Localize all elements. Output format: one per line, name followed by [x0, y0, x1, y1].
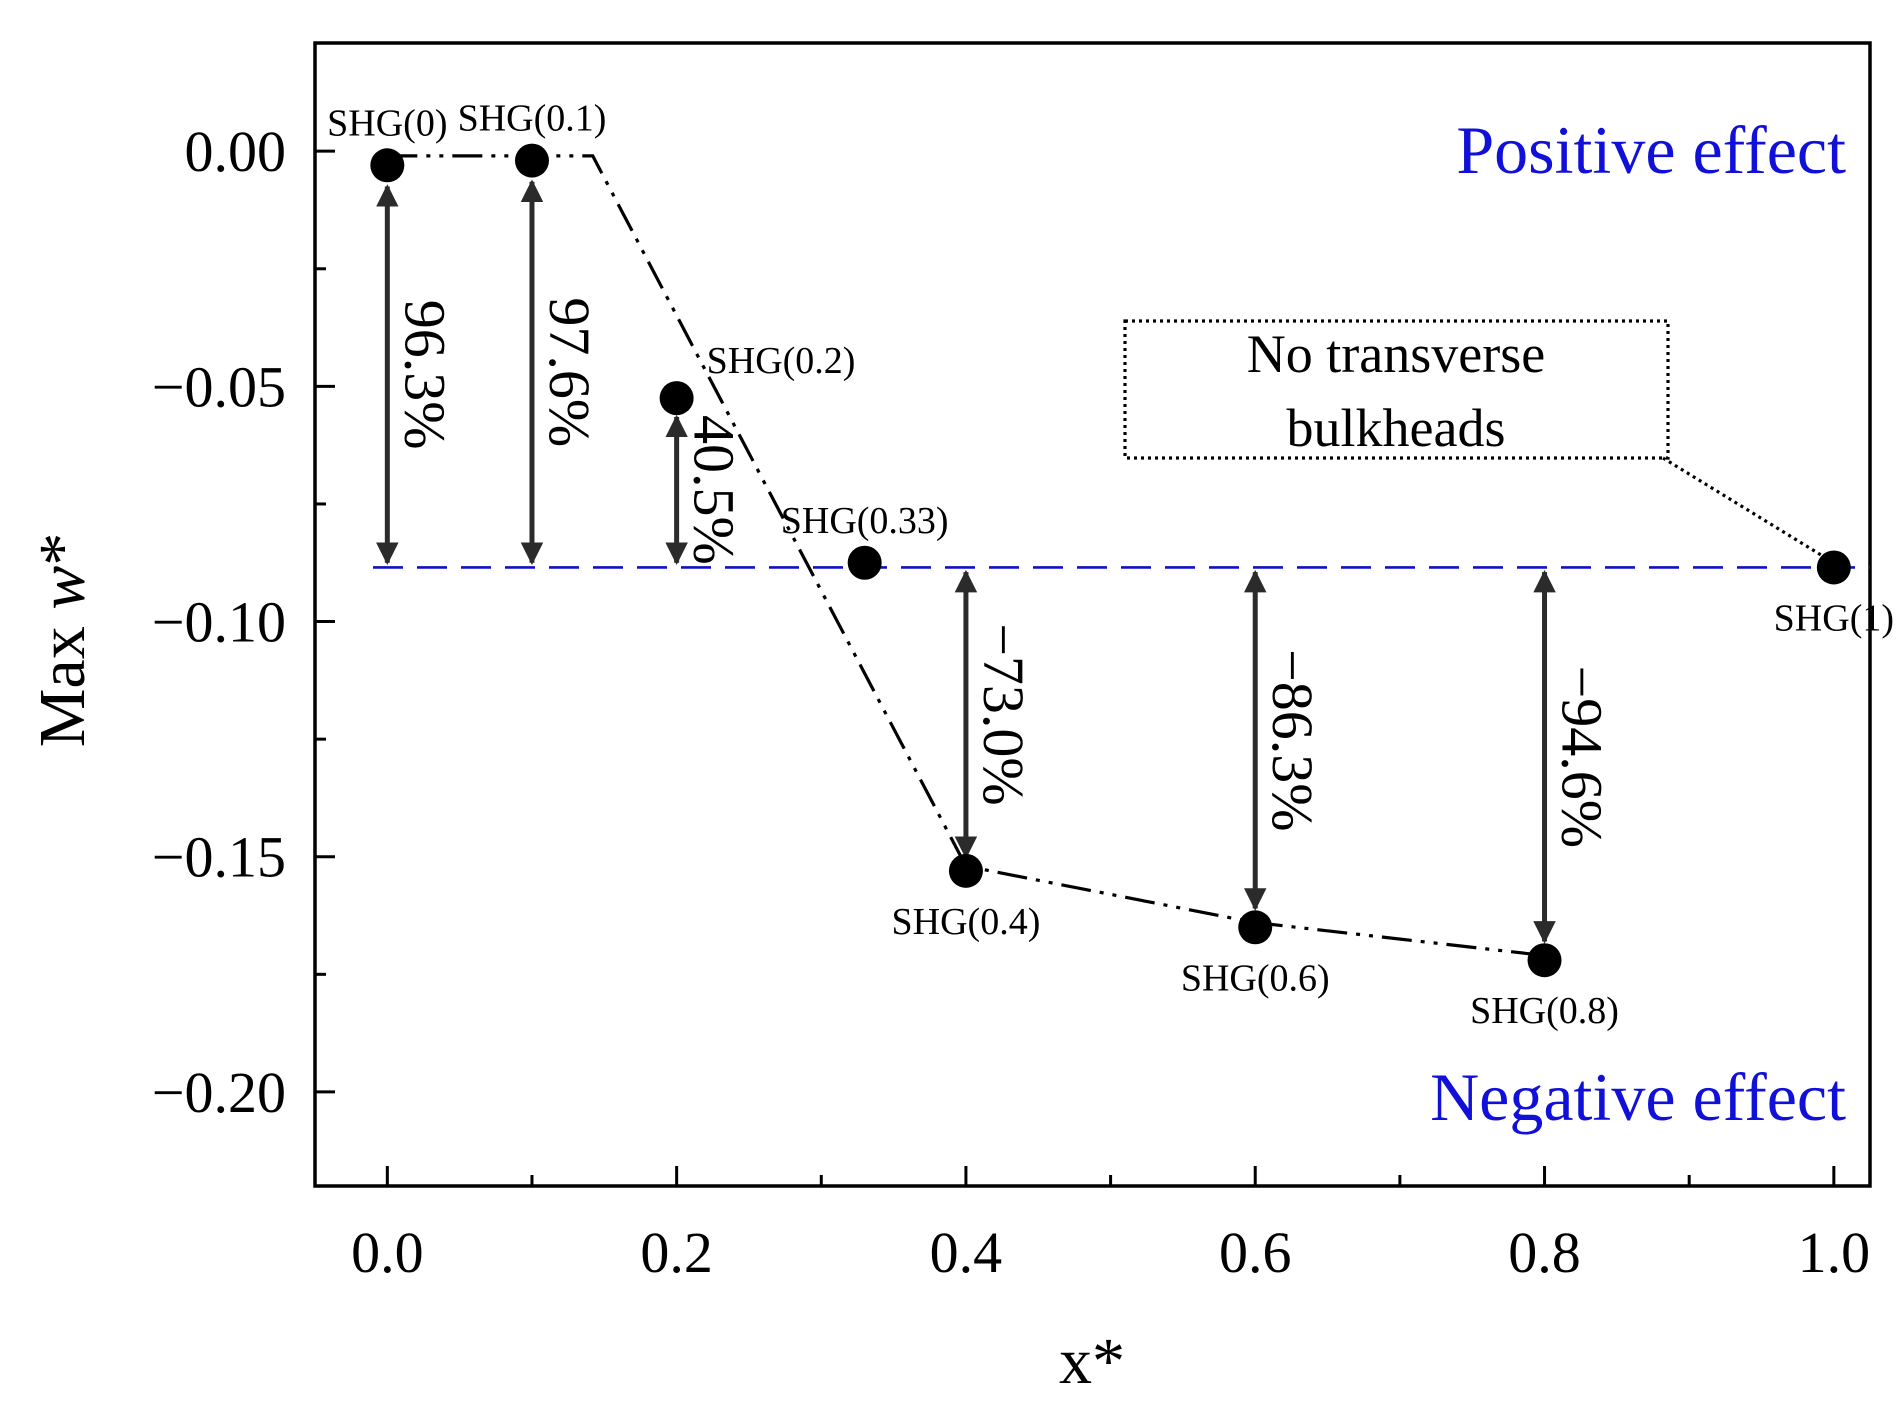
negative-effect-label: Negative effect	[1430, 1059, 1846, 1135]
y-tick-label-2: −0.10	[152, 590, 286, 655]
y-axis-title-suffix: *	[26, 533, 99, 566]
point-label-1: SHG(0.1)	[458, 98, 607, 140]
tick-marks	[315, 149, 1836, 1186]
x-tick-label-3: 0.6	[1219, 1220, 1292, 1285]
data-point-3	[847, 545, 882, 580]
point-label-3: SHG(0.33)	[781, 500, 949, 542]
data-point-0	[370, 148, 405, 183]
x-tick-label-4: 0.8	[1508, 1220, 1581, 1285]
arrow-label-4: −86.3%	[1260, 649, 1325, 832]
y-axis-title: Max w*	[26, 533, 99, 748]
callout-leader	[1662, 456, 1823, 557]
arrow-label-1: 97.6%	[537, 297, 602, 447]
data-point-6	[1527, 943, 1562, 978]
plot-frame	[313, 41, 1872, 1188]
data-point-5	[1238, 910, 1273, 945]
x-axis-title: x*	[1059, 1325, 1125, 1398]
data-point-4	[948, 853, 983, 888]
arrow-label-5: −94.6%	[1550, 666, 1615, 849]
data-point-1	[514, 143, 549, 178]
point-label-4: SHG(0.4)	[892, 901, 1041, 943]
y-axis-title-variable: w	[26, 566, 99, 610]
x-tick-label-5: 1.0	[1798, 1220, 1871, 1285]
y-tick-label-0: 0.00	[185, 119, 287, 184]
tick-labels: 0.0 0.2 0.4 0.6 0.8 1.0 0.00 −0.05 −0.10 −0.15 −0.…	[152, 119, 1870, 1285]
data-point-2	[659, 381, 694, 416]
point-label-0: SHG(0)	[327, 102, 447, 144]
x-tick-label-1: 0.2	[640, 1220, 713, 1285]
callout-box	[1123, 319, 1670, 460]
callout-line-2: bulkheads	[1287, 398, 1506, 458]
y-tick-label-1: −0.05	[152, 354, 286, 419]
y-tick-label-4: −0.20	[152, 1060, 286, 1125]
x-tick-label-0: 0.0	[351, 1220, 424, 1285]
arrow-label-2: 40.5%	[682, 415, 747, 565]
data-point-7	[1816, 550, 1851, 585]
point-label-6: SHG(0.8)	[1470, 990, 1619, 1032]
data-points	[370, 143, 1851, 978]
arrow-label-0: 96.3%	[392, 300, 457, 450]
positive-effect-label: Positive effect	[1456, 112, 1846, 188]
arrow-label-3: −73.0%	[971, 623, 1036, 806]
y-tick-label-3: −0.15	[152, 825, 286, 890]
y-axis-title-prefix: Max	[26, 610, 99, 747]
difference-arrows: 96.3% 97.6% 40.5% −73.0% −86.3% −94.6%	[376, 179, 1615, 944]
callout-line-1: No transverse	[1247, 324, 1545, 384]
point-label-2: SHG(0.2)	[707, 340, 856, 382]
point-label-7: SHG(1)	[1774, 597, 1894, 639]
point-label-5: SHG(0.6)	[1181, 957, 1330, 999]
point-labels: SHG(0) SHG(0.1) SHG(0.2) SHG(0.33) SHG(0.4) S…	[327, 98, 1894, 1033]
x-tick-label-2: 0.4	[930, 1220, 1003, 1285]
